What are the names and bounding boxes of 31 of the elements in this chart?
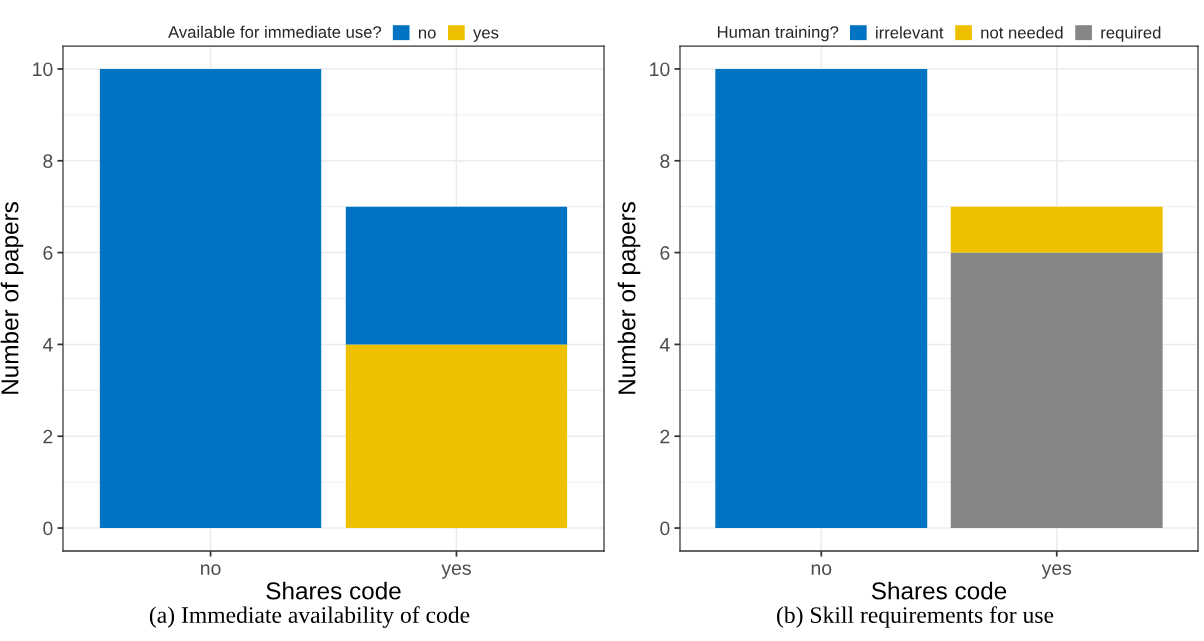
bar xyxy=(345,206,568,345)
y-tick-label: 10 xyxy=(33,62,53,77)
y-tick-label: 0 xyxy=(43,521,53,536)
legend-label: irrelevant xyxy=(876,26,944,39)
y-tick-label: 2 xyxy=(43,429,53,444)
y-tick-label: 0 xyxy=(660,521,670,536)
y-tick-label: 8 xyxy=(43,154,53,169)
y-tick-label: 10 xyxy=(650,62,670,77)
y-tick-label: 8 xyxy=(660,154,670,169)
x-tick-label: yes xyxy=(1041,564,1072,579)
y-axis-title: Number of papers xyxy=(0,202,24,394)
x-tick-label: no xyxy=(201,564,221,575)
legend-label: yes xyxy=(473,29,499,42)
legend-label: required xyxy=(1101,26,1161,42)
legend-title: Available for immediate use? xyxy=(168,25,382,38)
y-tick-label: 6 xyxy=(660,246,670,260)
legend-label: no xyxy=(418,29,436,39)
text: (b) Skill requirements for use xyxy=(777,606,1054,628)
y-tick-label: 4 xyxy=(42,338,53,352)
legend-label: not needed xyxy=(981,26,1063,39)
y-tick-label: 6 xyxy=(43,246,53,260)
x-axis-title: Shares code xyxy=(871,581,1007,600)
legend-title: Human training? xyxy=(717,25,839,42)
bar xyxy=(345,344,568,529)
y-tick-label: 2 xyxy=(660,429,670,444)
x-tick-label: yes xyxy=(441,564,471,579)
x-tick-label: no xyxy=(811,564,832,575)
text: (a) Immediate availability of code xyxy=(149,606,470,628)
y-tick-label: 4 xyxy=(659,338,670,352)
y-axis-title: Number of papers xyxy=(617,202,641,394)
x-axis-title: Shares code xyxy=(266,581,401,600)
